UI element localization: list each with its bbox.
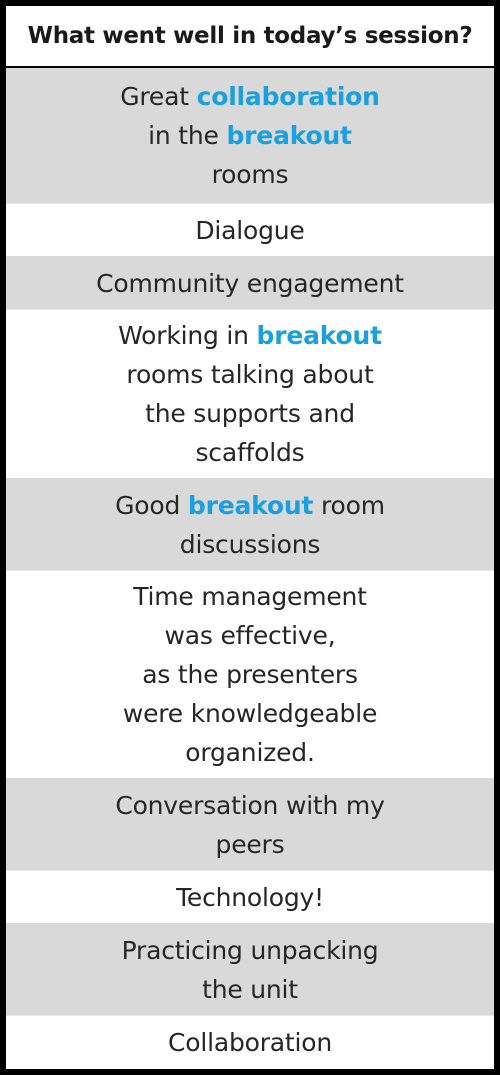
text-line: as the presenters xyxy=(142,660,358,689)
text-line: was effective, xyxy=(164,621,336,650)
row-text: Practicing unpacking the unit xyxy=(122,931,379,1009)
table-row: Time management was effective, as the pr… xyxy=(6,571,494,779)
text-line: organized. xyxy=(185,738,315,767)
table-row: Practicing unpacking the unit xyxy=(6,924,494,1016)
text-line: Good breakout room xyxy=(115,490,385,520)
text-line: were knowledgeable xyxy=(122,699,378,728)
row-text: Conversation with my peers xyxy=(115,786,385,864)
text-line: rooms xyxy=(211,160,289,189)
table-row: Community engagement xyxy=(6,257,494,310)
text-line: the supports and xyxy=(145,399,355,428)
row-text: Collaboration xyxy=(168,1023,332,1062)
text-line: rooms talking about xyxy=(126,360,374,389)
text-line: Time management xyxy=(133,582,367,611)
text-line: Technology! xyxy=(176,882,324,912)
row-text: Technology! xyxy=(176,878,324,917)
table-header: What went well in today’s session? xyxy=(6,6,494,68)
highlight-word: collaboration xyxy=(196,82,380,111)
table-row: Collaboration xyxy=(6,1016,494,1069)
table-row: Dialogue xyxy=(6,204,494,257)
row-text: Great collaboration in the breakout room… xyxy=(120,77,380,194)
row-text: Good breakout room discussions xyxy=(115,486,385,564)
text-line: Dialogue xyxy=(195,215,305,245)
row-text: Time management was effective, as the pr… xyxy=(122,577,378,772)
table-row: Great collaboration in the breakout room… xyxy=(6,68,494,204)
text-line: scaffolds xyxy=(195,438,305,467)
response-table: What went well in today’s session? Great… xyxy=(6,6,494,1069)
text-line: in the breakout xyxy=(148,121,352,150)
table-row: Conversation with my peers xyxy=(6,779,494,871)
header-title: What went well in today’s session? xyxy=(27,23,473,49)
text-line: peers xyxy=(215,829,285,859)
table-row: Working in breakout rooms talking about … xyxy=(6,310,494,479)
row-text: Community engagement xyxy=(96,264,404,303)
text-line: Working in breakout xyxy=(118,321,383,350)
row-text: Working in breakout rooms talking about … xyxy=(118,316,382,472)
text-line: Great collaboration xyxy=(120,82,380,111)
table-row: Technology! xyxy=(6,871,494,924)
text-line: Conversation with my xyxy=(115,790,385,820)
text-line: Community engagement xyxy=(96,268,404,298)
text-line: Practicing unpacking xyxy=(121,935,379,965)
text-line: the unit xyxy=(202,974,298,1004)
text-line: discussions xyxy=(179,529,321,559)
highlight-word: breakout xyxy=(256,321,383,350)
highlight-word: breakout xyxy=(187,490,314,520)
highlight-word: breakout xyxy=(226,121,352,150)
text-line: Collaboration xyxy=(167,1028,332,1057)
row-text: Dialogue xyxy=(195,211,304,250)
table-row: Good breakout room discussions xyxy=(6,479,494,571)
